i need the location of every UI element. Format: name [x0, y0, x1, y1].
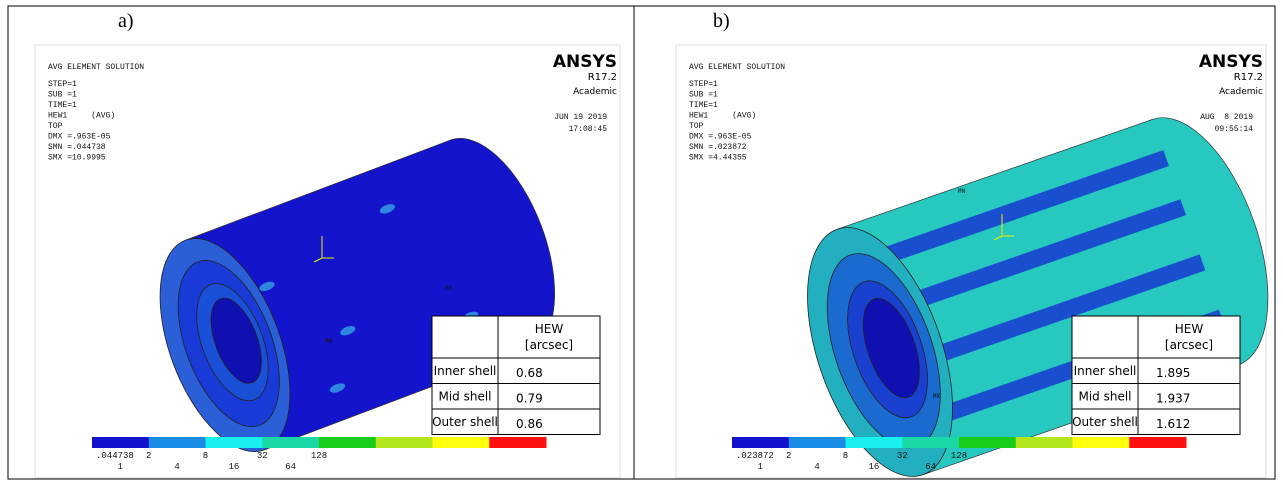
result-line: STEP=1 [689, 80, 718, 89]
table-row-label: Mid shell [1078, 390, 1131, 404]
result-line: TOP [48, 122, 63, 131]
table-value: 1.895 [1156, 366, 1190, 380]
colorbar-segment [1073, 437, 1130, 448]
colorbar-segment [1016, 437, 1073, 448]
colorbar-label: 16 [868, 462, 879, 472]
result-line: TIME=1 [689, 101, 718, 110]
colorbar-segment [149, 437, 206, 448]
colorbar-label: 1 [758, 462, 763, 472]
result-title: AVG ELEMENT SOLUTION [48, 63, 144, 72]
panel: a) AVG ELEMENT SOLUTION STEP=1 SUB =1TIME=1… [35, 10, 620, 478]
table-value: 0.79 [516, 392, 543, 406]
colorbar-segment [959, 437, 1016, 448]
table-value: 0.86 [516, 417, 543, 431]
colorbar-label: 4 [174, 462, 179, 472]
panel: b) AVG ELEMENT SOLUTION STEP=1 SUB =1TIME=1… [676, 10, 1283, 483]
time: 09:55:14 [1215, 125, 1254, 134]
colorbar-label: 1 [118, 462, 123, 472]
logo-brand: ANSYS [1199, 52, 1263, 72]
result-line: DMX =.963E-05 [48, 133, 111, 142]
result-line: HEW1 (AVG) [689, 112, 756, 121]
colorbar-segment [846, 437, 903, 448]
result-line: STEP=1 [48, 80, 77, 89]
table-row-label: Inner shell [1074, 364, 1137, 378]
logo-edition: Academic [1219, 87, 1263, 97]
colorbar-label: 32 [257, 451, 268, 461]
figure: a)AVG ELEMENT SOLUTIONSTEP=1SUB =1TIME=1… [0, 0, 1283, 483]
colorbar-segment [206, 437, 263, 448]
result-line: TIME=1 [48, 101, 77, 110]
result-line: SUB =1 [689, 91, 718, 100]
colorbar-label: 128 [951, 451, 967, 461]
panel-label: a) [118, 10, 134, 32]
table-header: [arcsec] [525, 338, 573, 352]
result-title: AVG ELEMENT SOLUTION [689, 63, 785, 72]
colorbar-label: 4 [814, 462, 819, 472]
logo-version: R17.2 [1234, 72, 1263, 83]
colorbar-label: 64 [925, 462, 936, 472]
table-row-label: Inner shell [434, 364, 497, 378]
colorbar-label: 8 [843, 451, 848, 461]
logo-version: R17.2 [588, 72, 617, 83]
table-header: HEW [1175, 322, 1204, 336]
colorbar-segment [376, 437, 433, 448]
result-line: SUB =1 [48, 91, 77, 100]
colorbar-segment [92, 437, 149, 448]
result-line: SMX =4.44355 [689, 154, 747, 163]
min-marker: MN [958, 188, 966, 195]
min-marker: MN [325, 338, 333, 345]
date: AUG 8 2019 [1200, 113, 1253, 122]
colorbar-segment [319, 437, 376, 448]
colorbar-segment [789, 437, 846, 448]
table-value: 1.612 [1156, 417, 1190, 431]
result-line: TOP [689, 122, 704, 131]
colorbar-segment [1129, 437, 1186, 448]
logo-brand: ANSYS [553, 52, 617, 72]
table-header: [arcsec] [1165, 338, 1213, 352]
colorbar-label: 64 [285, 462, 296, 472]
colorbar-label: 2 [146, 451, 151, 461]
colorbar-segment [433, 437, 490, 448]
colorbar-label: 16 [228, 462, 239, 472]
time: 17:08:45 [569, 125, 608, 134]
colorbar-label: 8 [203, 451, 208, 461]
colorbar-label: .044738 [96, 451, 134, 461]
colorbar-segment [262, 437, 319, 448]
colorbar-label: .023872 [736, 451, 774, 461]
colorbar-label: 128 [311, 451, 327, 461]
table-value: 1.937 [1156, 392, 1190, 406]
max-marker: MX [445, 285, 453, 292]
colorbar-label: 2 [786, 451, 791, 461]
result-line: SMX =10.9995 [48, 154, 106, 163]
colorbar-segment [902, 437, 959, 448]
date: JUN 19 2019 [554, 113, 607, 122]
hew-table: HEW [arcsec] Inner shell 0.68 Mid shell 0.79 O… [432, 316, 600, 435]
table-row-label: Outer shell [1072, 415, 1138, 429]
logo-edition: Academic [573, 87, 617, 97]
result-line: DMX =.963E-05 [689, 133, 752, 142]
result-line: SMN =.023872 [689, 143, 747, 152]
colorbar-segment [489, 437, 546, 448]
table-row-label: Mid shell [438, 390, 491, 404]
max-marker: MX [933, 393, 941, 400]
panel-label: b) [713, 10, 730, 32]
result-line: SMN =.044738 [48, 143, 106, 152]
colorbar-label: 32 [897, 451, 908, 461]
hew-table: HEW [arcsec] Inner shell 1.895 Mid shell 1.93… [1072, 316, 1240, 435]
colorbar-segment [732, 437, 789, 448]
table-header: HEW [535, 322, 564, 336]
table-value: 0.68 [516, 366, 543, 380]
result-line: HEW1 (AVG) [48, 112, 115, 121]
table-row-label: Outer shell [432, 415, 498, 429]
